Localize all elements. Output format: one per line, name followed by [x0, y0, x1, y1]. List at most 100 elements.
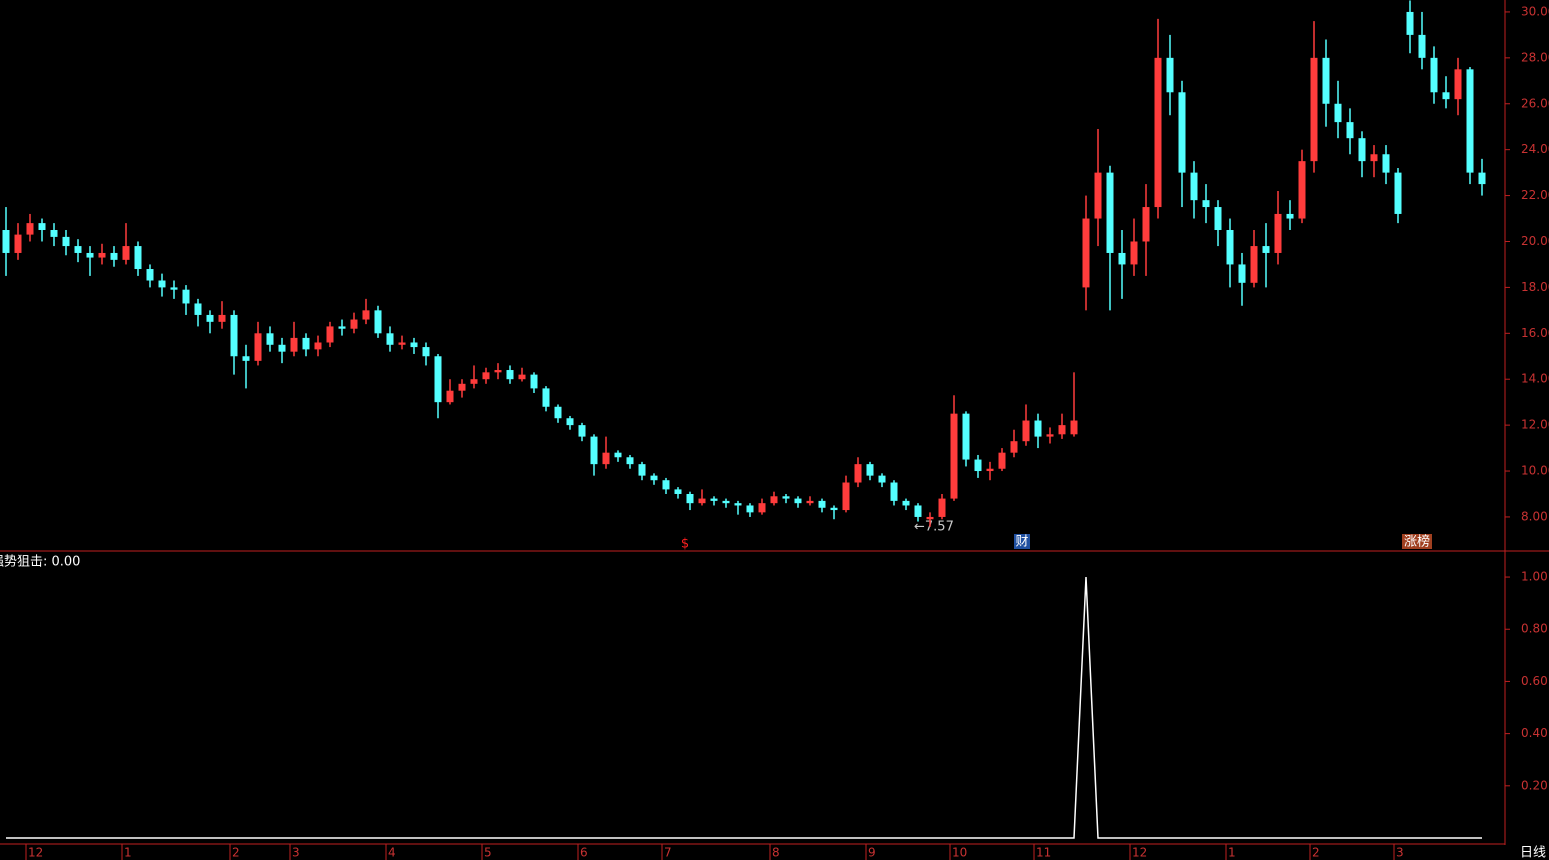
candle-body	[1358, 138, 1366, 162]
candle-body	[1070, 420, 1078, 435]
candle-body	[878, 475, 886, 483]
y-tick-label: 8.00	[1521, 509, 1548, 523]
candle-body	[998, 452, 1006, 469]
candle-body	[518, 374, 526, 380]
candle-body	[1430, 57, 1438, 93]
candle-body	[326, 326, 334, 343]
candle-body	[530, 374, 538, 389]
candle-body	[1274, 213, 1282, 253]
y-tick-label: 0.40	[1521, 726, 1548, 740]
dollar-marker: $	[681, 537, 689, 552]
candle-body	[1406, 11, 1414, 35]
candle-body	[818, 500, 826, 508]
candle-body	[710, 498, 718, 501]
candle-body	[266, 333, 274, 345]
x-tick-label: 3	[1396, 846, 1404, 860]
x-tick-label: 12	[1132, 846, 1147, 860]
candle-body	[482, 372, 490, 380]
candle-body	[746, 505, 754, 513]
period-label: 日线	[1520, 846, 1546, 860]
y-tick-label: 14.00	[1521, 372, 1549, 386]
candle-body	[1370, 154, 1378, 162]
candle-body	[50, 230, 58, 237]
cai-marker: 财	[1015, 535, 1028, 550]
candle-body	[830, 507, 838, 511]
candle-body	[794, 498, 802, 504]
x-tick-label: 5	[484, 846, 492, 860]
candle-body	[614, 452, 622, 458]
y-tick-label: 30.00	[1521, 4, 1549, 18]
y-tick-label: 20.00	[1521, 234, 1549, 248]
candle-body	[890, 482, 898, 501]
candle-body	[2, 230, 10, 253]
candle-body	[122, 246, 130, 260]
cai-marker-bg	[1014, 534, 1030, 549]
candle-body	[230, 314, 238, 357]
candle-body	[218, 314, 226, 322]
candle-body	[134, 246, 142, 270]
candle-body	[770, 496, 778, 504]
candle-body	[1046, 434, 1054, 437]
candle-body	[1382, 154, 1390, 173]
candle-body	[410, 342, 418, 348]
candle-body	[542, 388, 550, 407]
candle-body	[806, 500, 814, 504]
candle-body	[986, 468, 994, 472]
candle-body	[62, 236, 70, 247]
candle-body	[1478, 172, 1486, 185]
y-tick-label: 28.00	[1521, 50, 1549, 64]
candle-body	[650, 475, 658, 481]
x-tick-label: 3	[292, 846, 300, 860]
indicator-title: 强势狙击: 0.00	[0, 554, 80, 570]
candle-body	[1178, 92, 1186, 173]
y-tick-label: 0.60	[1521, 674, 1548, 688]
candle-body	[458, 383, 466, 391]
candle-body	[1286, 213, 1294, 219]
candle-body	[1298, 161, 1306, 219]
candle-body	[374, 310, 382, 334]
candle-body	[1334, 103, 1342, 123]
candle-body	[1154, 57, 1162, 208]
low-annotation: ←7.57	[914, 520, 954, 535]
candle-body	[1190, 172, 1198, 201]
candle-body	[254, 333, 262, 361]
x-tick-label: 7	[664, 846, 672, 860]
candle-body	[422, 347, 430, 357]
indicator-line	[6, 577, 1482, 839]
candle-body	[434, 356, 442, 403]
candle-body	[446, 390, 454, 403]
candle-body	[1094, 172, 1102, 219]
x-tick-label: 4	[388, 846, 396, 860]
candle-body	[926, 516, 934, 520]
candle-body	[182, 289, 190, 304]
y-tick-label: 18.00	[1521, 280, 1549, 294]
candle-body	[350, 319, 358, 329]
candle-body	[1238, 264, 1246, 283]
candle-body	[1130, 241, 1138, 265]
candle-body	[734, 503, 742, 506]
y-tick-label: 26.00	[1521, 96, 1549, 110]
candle-body	[74, 246, 82, 253]
y-tick-label: 0.20	[1521, 778, 1548, 792]
y-tick-label: 0.80	[1521, 622, 1548, 636]
candle-body	[170, 287, 178, 290]
candle-body	[1166, 57, 1174, 93]
y-tick-label: 24.00	[1521, 142, 1549, 156]
candle-body	[290, 337, 298, 352]
candle-body	[962, 413, 970, 460]
x-tick-label: 2	[1312, 846, 1320, 860]
candle-body	[1346, 122, 1354, 139]
x-tick-label: 2	[232, 846, 240, 860]
candle-body	[1418, 34, 1426, 58]
candle-body	[914, 505, 922, 517]
candle-body	[902, 500, 910, 506]
candle-body	[758, 503, 766, 513]
candle-body	[842, 482, 850, 511]
candle-body	[110, 252, 118, 260]
x-tick-label: 1	[124, 846, 132, 860]
candle-body	[470, 379, 478, 384]
candle-body	[1394, 172, 1402, 214]
candle-body	[638, 464, 646, 476]
candle-body	[1010, 441, 1018, 453]
